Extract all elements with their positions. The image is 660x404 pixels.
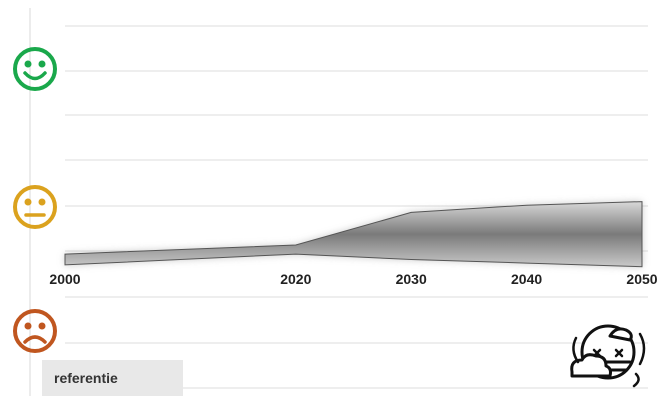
x-tick-label: 2020: [280, 271, 311, 287]
series-band-referentie: [64, 201, 643, 268]
x-tick-label: 2040: [511, 271, 542, 287]
x-tick-label: 2030: [396, 271, 427, 287]
band-area: [64, 201, 643, 268]
legend-referentie: referentie: [42, 360, 183, 396]
legend-label: referentie: [54, 370, 118, 386]
x-tick-label: 2050: [626, 271, 657, 287]
sad-face-icon: [13, 309, 57, 353]
neutral-face-icon: [13, 185, 57, 229]
x-tick-labels: 2000 2020 2030 2040 2050: [49, 271, 657, 287]
climate-storm-icon: [570, 324, 646, 388]
happy-face-icon: [13, 47, 57, 91]
x-tick-label: 2000: [49, 271, 80, 287]
